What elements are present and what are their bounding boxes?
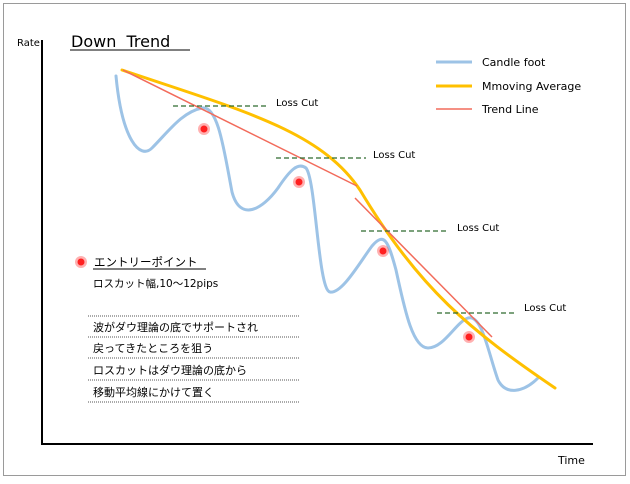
y-axis-label: Rate bbox=[17, 38, 40, 49]
entry-marker-1 bbox=[198, 123, 210, 135]
loss-cut-label-1: Loss Cut bbox=[276, 98, 318, 109]
loss-cut-label-4: Loss Cut bbox=[524, 303, 566, 314]
trend-line-lower bbox=[354, 197, 493, 338]
entry-point-legend: エントリーポイント ロスカット幅,10～12pips bbox=[75, 255, 218, 290]
frame-border bbox=[3, 3, 626, 476]
note-line-1: 波がダウ理論の底でサポートされ bbox=[93, 320, 258, 334]
entry-marker-4 bbox=[463, 331, 475, 343]
notes-block: 波がダウ理論の底でサポートされ 戻ってきたところを狙う ロスカットはダウ理論の底… bbox=[88, 315, 300, 403]
diagram-title: Down Trend bbox=[71, 32, 170, 51]
entry-point-label: エントリーポイント bbox=[94, 255, 198, 269]
entry-marker-3 bbox=[377, 245, 389, 257]
candle-foot-line bbox=[114, 74, 540, 392]
note-line-3: ロスカットはダウ理論の底から bbox=[93, 363, 247, 377]
note-line-4: 移動平均線にかけて置く bbox=[93, 385, 214, 399]
moving-average-line bbox=[120, 68, 557, 390]
legend-label-candle-foot: Candle foot bbox=[482, 56, 546, 69]
entry-marker-2 bbox=[293, 176, 305, 188]
legend-label-trend-line: Trend Line bbox=[481, 103, 539, 116]
loss-cut-label-2: Loss Cut bbox=[373, 150, 415, 161]
loss-cut-label-3: Loss Cut bbox=[457, 223, 499, 234]
loss-cut-width-text: ロスカット幅,10～12pips bbox=[93, 277, 218, 290]
note-line-2: 戻ってきたところを狙う bbox=[93, 342, 213, 355]
trend-line-upper bbox=[122, 69, 358, 187]
legend: Candle foot Mmoving Average Trend Line bbox=[436, 56, 581, 116]
x-axis-label: Time bbox=[557, 454, 585, 467]
legend-label-moving-average: Mmoving Average bbox=[482, 80, 581, 93]
